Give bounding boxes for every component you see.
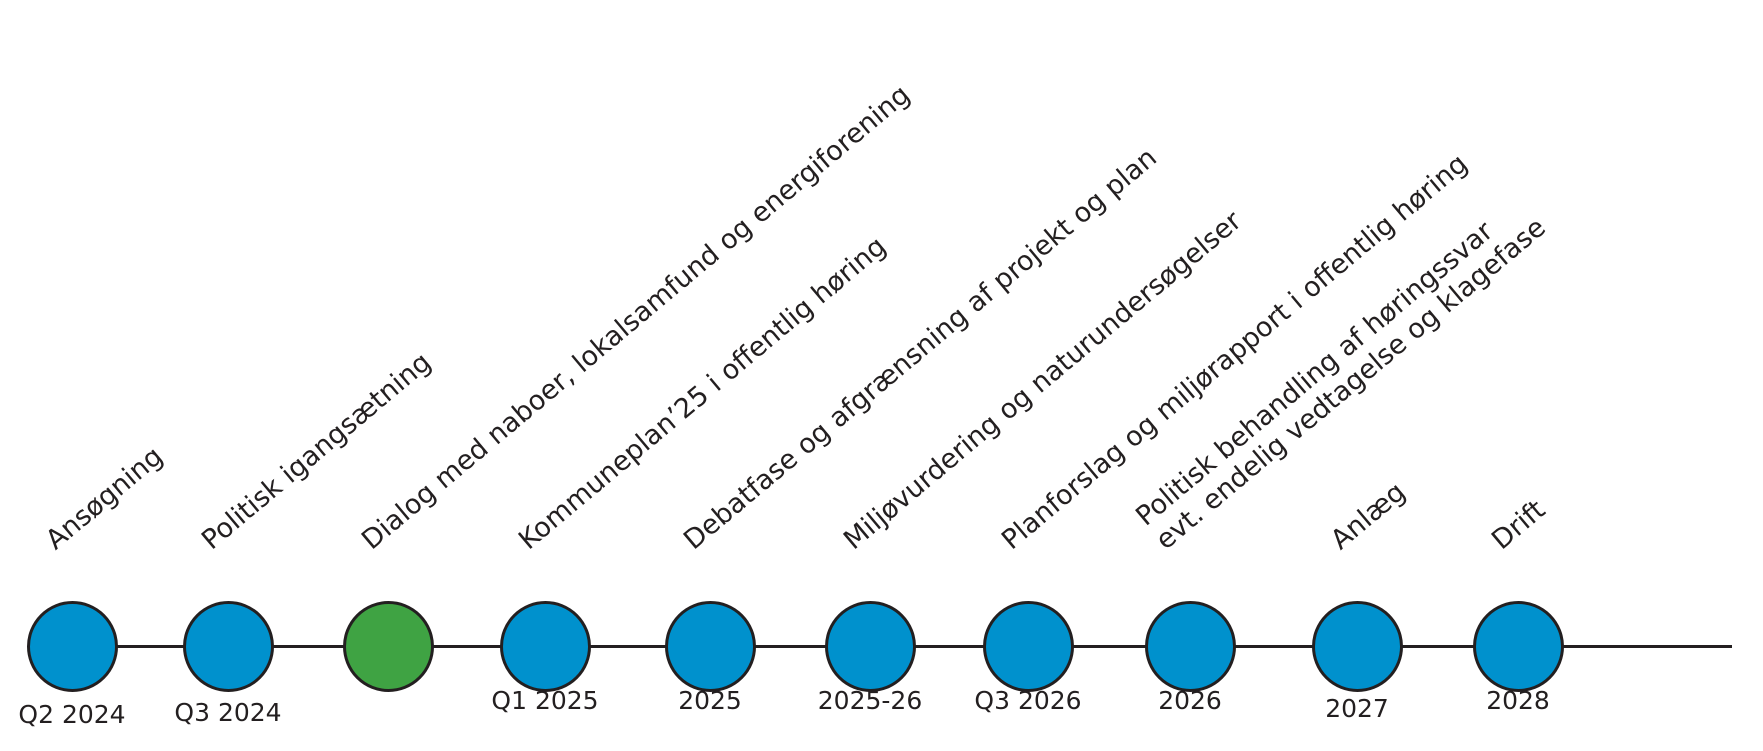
step-label: Dialog med naboer, lokalsamfund og energ… <box>356 79 916 556</box>
timeline-node <box>665 601 756 692</box>
timeline-node <box>1312 601 1403 692</box>
step-date: Q3 2026 <box>974 686 1082 715</box>
step-date: Q2 2024 <box>18 700 126 729</box>
step-label: Anlæg <box>1325 476 1411 556</box>
step-date: 2025-26 <box>817 686 923 715</box>
step-date: 2028 <box>1486 686 1550 715</box>
timeline-node <box>27 601 118 692</box>
step-label-line: Dialog med naboer, lokalsamfund og energ… <box>356 79 916 557</box>
step-label: Ansøgning <box>40 441 169 556</box>
step-date: Q1 2025 <box>491 686 599 715</box>
step-label-line: Drift <box>1486 494 1552 556</box>
step-label-line: Anlæg <box>1325 476 1412 556</box>
step-date: Q3 2024 <box>174 698 282 727</box>
timeline-node <box>825 601 916 692</box>
timeline-node <box>983 601 1074 692</box>
timeline-node <box>183 601 274 692</box>
timeline-node <box>1473 601 1564 692</box>
timeline-node <box>1145 601 1236 692</box>
timeline-node <box>343 601 434 692</box>
step-label: Drift <box>1486 494 1551 556</box>
step-label-line: Ansøgning <box>40 440 169 556</box>
timeline-node <box>500 601 591 692</box>
step-date: 2027 <box>1325 694 1389 723</box>
step-date: 2026 <box>1158 686 1222 715</box>
step-date: 2025 <box>678 686 742 715</box>
